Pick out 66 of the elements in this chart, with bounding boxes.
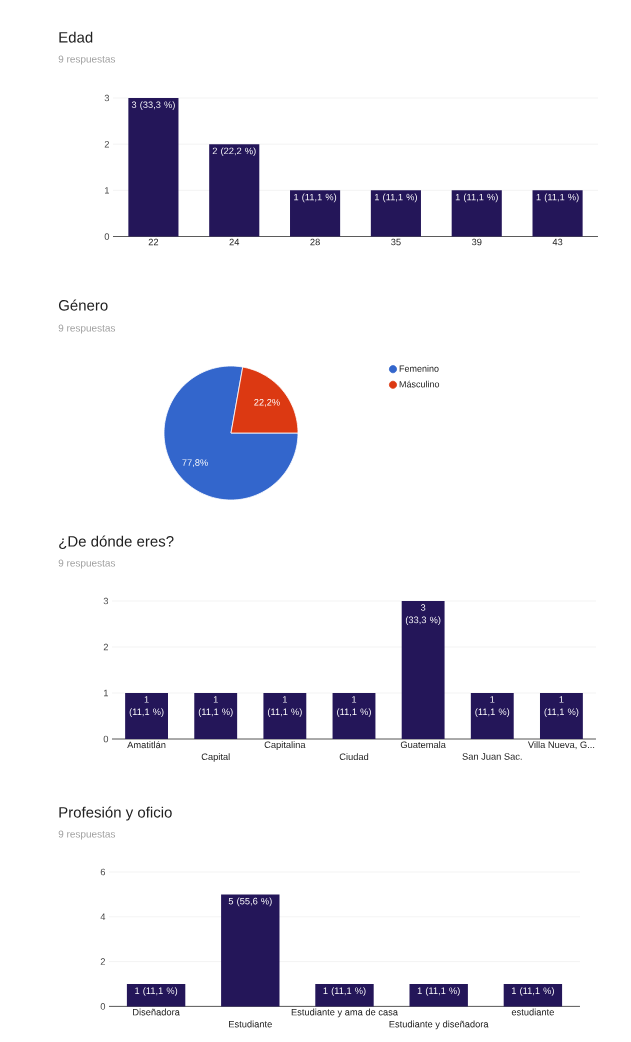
data-label: 1 (11,1 %) [544,696,579,717]
x-tick-label: Diseñadora [133,1008,180,1016]
x-tick-label: Capitalina [264,741,306,750]
y-tick-label: 1 [105,187,110,194]
bar [370,190,421,237]
legend-label: Femenino [399,365,439,372]
bar [532,190,583,237]
chart-subtitle: 9 respuestas [58,324,116,334]
y-tick-label: 4 [100,913,106,920]
x-tick-label: Villa Nueva, G... [527,741,595,750]
chart-subtitle: 9 respuestas [58,55,116,65]
x-tick-label: 39 [471,238,482,246]
chart-title: Profesión y oficio [59,806,172,821]
bar [451,190,502,237]
data-label: 1 (11,1 %) [511,987,554,996]
data-label: 1 (11,1 %) [337,696,371,717]
y-tick-label: 6 [100,868,106,876]
chart-subtitle: 9 respuestas [58,559,116,569]
y-tick-label: 0 [100,1003,106,1010]
data-label: 77,8% [182,459,208,467]
bar [128,98,179,237]
data-label: 1 (11,1 %) [198,696,233,717]
y-tick-label: 2 [100,958,105,965]
y-tick-label: 1 [104,689,109,697]
x-tick-label: Ciudad [339,753,369,761]
chart-title: ¿De dónde eres? [59,535,174,550]
data-label: 1 (11,1 %) [417,987,460,996]
y-tick-label: 3 [104,94,110,102]
x-tick-label: 22 [148,238,159,246]
x-tick-label: estudiante [511,1008,554,1016]
data-label: 5 (55,6 %) [228,897,272,907]
x-tick-label: Estudiante y ama de casa [291,1008,398,1018]
x-tick-label: 35 [391,238,401,246]
y-tick-label: 3 [103,597,109,605]
chart-title: Género [58,299,108,311]
y-tick-label: 0 [104,233,110,240]
data-label: 3 (33,3 %) [405,604,441,626]
x-tick-label: Capital [201,753,230,762]
x-tick-label: Amatitlán [127,741,166,749]
y-tick-label: 2 [103,643,108,651]
x-tick-label: San Juan Sac. [462,753,522,760]
data-label: 1 (11,1 %) [129,696,164,717]
data-label: 1 (11,1 %) [135,987,178,996]
bar [209,144,260,237]
x-tick-label: 43 [552,238,563,246]
x-tick-label: 24 [229,238,240,246]
y-tick-label: 2 [104,140,109,148]
data-label: 1 (11,1 %) [475,696,510,717]
data-label: 2 (22,2 %) [212,147,256,157]
bar [290,190,341,237]
data-label: 1 (11,1 %) [294,193,337,203]
chart-title: Edad [59,31,93,43]
data-label: 3 (33,3 %) [131,101,175,110]
x-tick-label: Estudiante y diseñadora [389,1020,489,1030]
data-label: 1 (11,1 %) [267,696,302,717]
chart-subtitle: 9 respuestas [58,830,116,840]
data-label: 1 (11,1 %) [374,193,417,203]
y-tick-label: 0 [103,735,109,743]
x-tick-label: 28 [310,238,320,246]
legend-label: Másculino [399,380,440,388]
data-label: 1 (11,1 %) [536,193,579,203]
x-tick-label: Estudiante [229,1020,272,1028]
data-label: 1 (11,1 %) [323,987,366,996]
data-label: 22,2% [254,399,280,407]
data-label: 1 (11,1 %) [455,193,498,203]
x-tick-label: Guatemala [400,741,446,749]
